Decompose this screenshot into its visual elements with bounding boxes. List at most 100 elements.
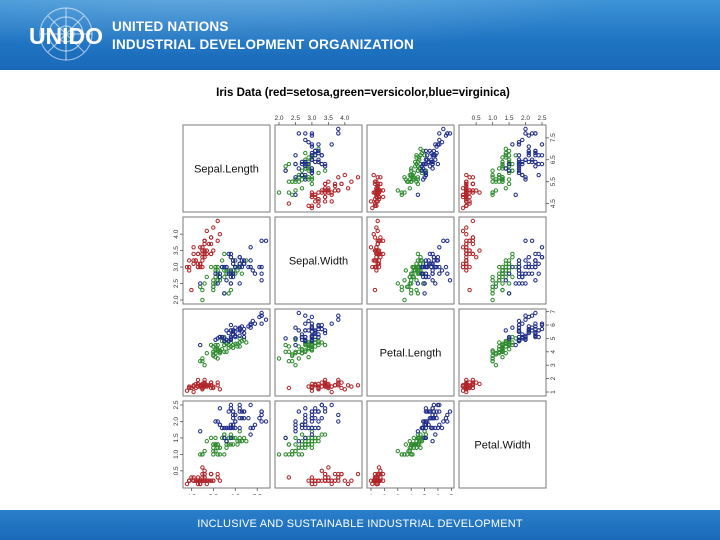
panel-3-1 — [274, 400, 363, 489]
header-banner: UNIDO UNITED NATIONS INDUSTRIAL DEVELOPM… — [0, 0, 720, 70]
point-virginica — [447, 131, 453, 136]
tick-label: 6 — [550, 323, 557, 327]
point-versicolor — [490, 192, 495, 198]
point-setosa — [215, 383, 220, 388]
point-virginica — [516, 325, 522, 330]
point-setosa — [309, 385, 315, 391]
point-setosa — [200, 248, 205, 253]
point-virginica — [506, 271, 512, 276]
point-setosa — [202, 478, 207, 483]
point-versicolor — [409, 179, 414, 184]
point-setosa — [368, 245, 374, 250]
point-virginica — [523, 175, 528, 180]
point-virginica — [533, 321, 538, 326]
point-versicolor — [296, 445, 302, 450]
point-versicolor — [503, 186, 508, 191]
point-virginica — [237, 281, 242, 286]
point-versicolor — [230, 442, 236, 447]
point-setosa — [195, 251, 201, 257]
point-setosa — [370, 264, 375, 270]
point-setosa — [374, 225, 379, 230]
point-virginica — [224, 264, 229, 270]
point-virginica — [230, 329, 236, 334]
point-versicolor — [490, 190, 495, 195]
point-virginica — [433, 432, 438, 437]
point-setosa — [336, 188, 341, 193]
point-virginica — [219, 425, 225, 431]
point-virginica — [427, 251, 433, 257]
point-setosa — [322, 471, 328, 477]
point-setosa — [464, 179, 469, 184]
point-versicolor — [230, 435, 236, 441]
point-versicolor — [200, 287, 205, 293]
point-versicolor — [211, 349, 216, 354]
point-setosa — [313, 192, 318, 198]
point-setosa — [372, 264, 378, 270]
point-setosa — [319, 384, 325, 389]
point-versicolor — [293, 177, 298, 182]
point-setosa — [208, 251, 214, 257]
tick-label: 6.5 — [550, 155, 557, 164]
point-versicolor — [228, 287, 234, 293]
point-virginica — [419, 168, 425, 173]
point-versicolor — [500, 159, 505, 165]
point-versicolor — [215, 356, 220, 361]
point-versicolor — [500, 355, 505, 360]
point-virginica — [533, 153, 538, 158]
point-setosa — [375, 183, 380, 189]
point-virginica — [226, 251, 231, 257]
point-virginica — [259, 264, 264, 270]
point-setosa — [380, 251, 386, 257]
point-versicolor — [497, 264, 502, 270]
point-setosa — [345, 481, 351, 487]
point-setosa — [342, 172, 348, 178]
tick-label: 2.5 — [173, 279, 180, 288]
point-versicolor — [237, 336, 242, 341]
point-versicolor — [222, 251, 227, 257]
point-virginica — [445, 271, 450, 276]
point-versicolor — [410, 442, 415, 447]
panel-0-0 — [182, 124, 271, 213]
point-setosa — [217, 478, 223, 483]
point-versicolor — [490, 353, 495, 358]
point-virginica — [510, 264, 515, 270]
point-virginica — [224, 425, 229, 431]
tick-label: 2.5 — [173, 400, 180, 409]
point-virginica — [309, 419, 315, 424]
point-setosa — [326, 190, 331, 195]
org-name-line-1: UNITED NATIONS — [112, 19, 229, 34]
point-setosa — [372, 179, 378, 184]
point-versicolor — [422, 153, 427, 158]
point-versicolor — [215, 452, 220, 457]
point-virginica — [430, 278, 435, 283]
point-virginica — [296, 310, 302, 316]
point-virginica — [435, 142, 441, 147]
point-setosa — [191, 251, 196, 257]
point-versicolor — [303, 166, 308, 171]
point-setosa — [474, 255, 479, 260]
point-setosa — [189, 287, 194, 293]
point-virginica — [516, 329, 522, 334]
org-name-line-2: INDUSTRIAL DEVELOPMENT ORGANIZATION — [112, 37, 415, 52]
point-virginica — [250, 425, 256, 431]
point-versicolor — [293, 448, 298, 454]
tick-label: 2.0 — [173, 417, 180, 426]
point-setosa — [355, 383, 361, 388]
point-virginica — [313, 330, 318, 336]
point-virginica — [445, 419, 450, 424]
point-virginica — [299, 334, 305, 340]
point-versicolor — [215, 442, 220, 447]
point-setosa — [319, 478, 325, 483]
point-versicolor — [293, 435, 298, 441]
point-setosa — [464, 389, 469, 395]
point-virginica — [228, 336, 234, 341]
point-versicolor — [510, 274, 515, 280]
point-versicolor — [402, 175, 407, 180]
point-versicolor — [286, 452, 292, 457]
point-versicolor — [500, 345, 505, 350]
point-setosa — [336, 471, 341, 477]
point-virginica — [293, 161, 298, 167]
point-virginica — [336, 317, 341, 322]
point-virginica — [303, 338, 308, 344]
point-setosa — [326, 179, 331, 184]
